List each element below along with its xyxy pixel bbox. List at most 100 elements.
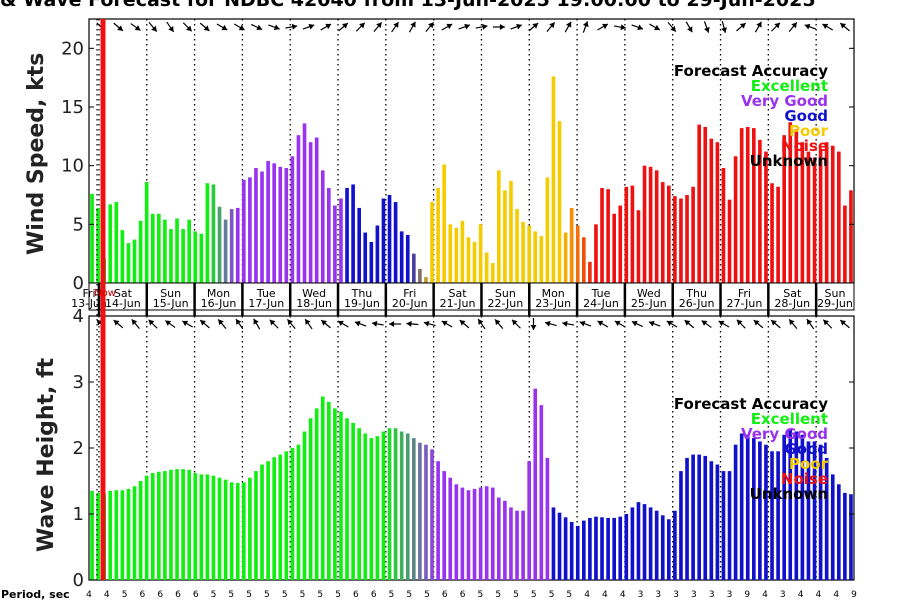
wave-bar bbox=[138, 481, 143, 580]
wind-bar bbox=[849, 190, 853, 283]
period-value: 5 bbox=[300, 590, 306, 600]
wave-bar bbox=[418, 442, 422, 580]
wind-bar bbox=[818, 149, 823, 283]
wave-bar bbox=[551, 507, 556, 580]
wind-bar bbox=[654, 170, 659, 283]
wave-direction-arrow bbox=[597, 320, 609, 328]
wind-bar bbox=[685, 195, 689, 283]
wind-bar bbox=[679, 198, 683, 283]
wind-bar bbox=[648, 166, 653, 283]
wind-direction-arrow bbox=[667, 22, 677, 32]
wind-bar bbox=[424, 277, 428, 283]
wind-bar bbox=[503, 190, 507, 283]
period-value: 6 bbox=[460, 590, 466, 600]
wind-bar bbox=[205, 183, 210, 283]
wave-direction-arrow bbox=[614, 320, 626, 328]
wind-bar bbox=[436, 187, 440, 283]
day-of-week-label: Fri bbox=[82, 287, 95, 300]
period-value: 4 bbox=[86, 590, 92, 600]
wind-bar bbox=[843, 205, 847, 283]
period-value: 4 bbox=[816, 590, 822, 600]
wave-bar bbox=[758, 441, 762, 580]
wind-bar bbox=[418, 268, 422, 283]
wind-bar bbox=[405, 234, 410, 283]
wind-bar bbox=[776, 186, 780, 283]
wind-bar bbox=[235, 207, 240, 283]
wave-bar bbox=[679, 471, 683, 580]
wind-bar bbox=[138, 220, 143, 283]
wind-direction-arrow bbox=[754, 21, 762, 33]
wave-bar bbox=[806, 441, 811, 580]
wind-bar bbox=[120, 230, 125, 283]
legend-entry: Good bbox=[784, 107, 828, 125]
wave-bar bbox=[345, 418, 349, 580]
day-label-strip: Fri13-JunSat14-JunSun15-JunMon16-JunTue1… bbox=[71, 282, 855, 316]
period-value: 5 bbox=[513, 590, 519, 600]
wind-bar bbox=[442, 164, 446, 283]
wave-bar bbox=[272, 457, 276, 580]
wave-direction-arrow bbox=[459, 319, 470, 329]
wave-direction-arrow bbox=[235, 318, 244, 330]
wave-bar bbox=[339, 411, 343, 580]
wind-bar bbox=[758, 139, 762, 283]
wave-direction-arrow bbox=[544, 320, 557, 327]
wind-bar bbox=[381, 198, 386, 283]
wind-bar bbox=[272, 163, 276, 283]
wind-bar bbox=[193, 231, 198, 283]
wind-bar bbox=[187, 219, 191, 283]
wind-bar bbox=[199, 233, 204, 283]
wave-bar bbox=[126, 488, 131, 580]
wind-bar bbox=[284, 168, 289, 283]
wind-bar bbox=[369, 241, 374, 283]
wind-direction-arrow bbox=[182, 22, 193, 32]
period-value: 5 bbox=[264, 590, 270, 600]
wind-bar bbox=[673, 196, 677, 283]
wave-direction-arrow bbox=[113, 319, 124, 329]
wave-bar bbox=[557, 512, 562, 580]
wave-bar bbox=[733, 444, 738, 580]
wind-direction-arrow bbox=[528, 22, 539, 32]
wind-bar bbox=[339, 198, 343, 283]
wind-bar bbox=[490, 263, 495, 283]
wave-bar bbox=[497, 497, 501, 580]
wind-bar bbox=[114, 202, 119, 283]
period-value: 4 bbox=[104, 590, 110, 600]
wave-bar bbox=[424, 444, 428, 580]
wave-bar bbox=[290, 448, 295, 580]
wind-direction-arrow bbox=[425, 22, 435, 32]
wave-y-axis-label: Wave Height, ft bbox=[34, 357, 59, 552]
date-label: 13-Jun bbox=[71, 297, 107, 310]
wind-bar bbox=[636, 210, 641, 283]
now-marker: Now bbox=[94, 19, 116, 580]
wave-direction-arrow bbox=[371, 320, 384, 327]
wind-y-ticks: 0 5 10 15 20 bbox=[61, 38, 854, 294]
wind-bar bbox=[430, 202, 434, 283]
wind-bar bbox=[733, 156, 738, 283]
wind-bar bbox=[782, 135, 786, 283]
wind-bar bbox=[454, 227, 459, 283]
wave-direction-arrow bbox=[217, 319, 227, 329]
wind-bar bbox=[515, 209, 519, 283]
day-of-week-label: Sat bbox=[449, 287, 468, 300]
wave-bar bbox=[266, 461, 270, 580]
wind-direction-arrow bbox=[564, 21, 572, 33]
wind-direction-arrow bbox=[822, 23, 834, 31]
wind-direction-arrow bbox=[597, 23, 609, 31]
wind-bar bbox=[345, 187, 349, 283]
wave-bar bbox=[490, 487, 495, 580]
period-value: 6 bbox=[442, 590, 448, 600]
wind-direction-arrow bbox=[788, 22, 798, 32]
now-label: Now bbox=[94, 288, 116, 299]
wind-direction-arrow bbox=[320, 23, 332, 31]
wind-bar bbox=[260, 171, 264, 283]
period-value: 3 bbox=[638, 590, 644, 600]
wind-bar bbox=[108, 204, 113, 283]
wave-bar bbox=[132, 486, 137, 580]
wind-direction-arrow bbox=[475, 23, 488, 30]
wind-bar bbox=[181, 229, 185, 283]
wave-bar bbox=[187, 469, 191, 580]
period-value: 6 bbox=[193, 590, 199, 600]
wind-bar bbox=[163, 219, 167, 283]
wave-bar bbox=[776, 451, 780, 580]
